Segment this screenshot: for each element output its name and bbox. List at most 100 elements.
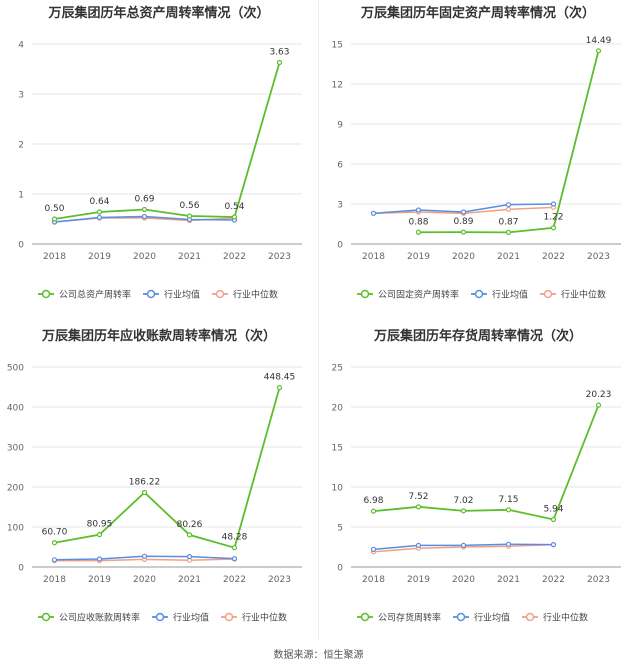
x-tick-label: 2020 — [452, 575, 475, 585]
chart-panel-inventory-turnover: 万辰集团历年存货周转率情况（次） 0 5 10 15 20 25 2018 2019 2020 2… — [319, 323, 637, 641]
data-point-avg — [460, 209, 467, 215]
x-tick-label: 2021 — [178, 252, 201, 262]
y-tick-label: 15 — [332, 41, 343, 51]
chart-svg: 0 100 200 300 400 500 2018 2019 2020 2021 2022 2023… — [7, 364, 302, 624]
data-point-company — [595, 402, 602, 408]
data-label: 186.22 — [129, 478, 161, 488]
data-point-avg — [550, 542, 557, 548]
x-tick-label: 2018 — [43, 575, 66, 585]
y-tick-label: 500 — [7, 364, 24, 374]
data-point-company — [370, 508, 377, 514]
x-tick-label: 2023 — [587, 575, 610, 585]
data-label: 48.28 — [222, 533, 248, 543]
data-point-company — [550, 225, 557, 231]
data-point-company — [186, 213, 193, 219]
legend-swatch-marker — [456, 612, 466, 622]
legend-swatch-marker — [360, 612, 370, 622]
y-tick-label: 200 — [7, 484, 24, 494]
x-tick-label: 2022 — [223, 252, 246, 262]
y-tick-label: 3 — [18, 91, 24, 101]
legend-swatch-marker — [215, 289, 225, 299]
x-tick-label: 2019 — [407, 252, 430, 262]
chart-title: 万辰集团历年固定资产周转率情况（次） — [360, 6, 595, 21]
legend-label-company: 公司应收账款周转率 — [59, 612, 140, 624]
data-label: 80.26 — [177, 520, 203, 530]
data-label: 7.02 — [453, 496, 473, 506]
data-label: 0.89 — [453, 217, 473, 227]
x-tick-label: 2020 — [133, 575, 156, 585]
data-label: 7.15 — [498, 495, 518, 505]
data-point-avg — [370, 546, 377, 552]
legend-swatch-marker — [41, 289, 51, 299]
legend-label-avg: 行业均值 — [173, 612, 209, 624]
y-tick-label: 0 — [337, 564, 343, 574]
data-point-avg — [415, 207, 422, 213]
y-tick-label: 9 — [337, 121, 343, 131]
x-tick-label: 2019 — [88, 575, 111, 585]
y-tick-label: 6 — [337, 161, 343, 171]
data-label: 448.45 — [264, 373, 296, 383]
x-tick-label: 2020 — [133, 252, 156, 262]
x-tick-label: 2018 — [43, 252, 66, 262]
y-tick-label: 100 — [7, 524, 24, 534]
chart-svg: 0 1 2 3 4 2018 2019 2020 2021 2022 2023 0.50 0.64 0.6… — [18, 41, 302, 301]
y-tick-label: 0 — [337, 241, 343, 251]
data-label: 0.87 — [498, 217, 518, 227]
data-label: 0.56 — [179, 201, 199, 211]
legend-swatch-marker — [474, 289, 484, 299]
y-tick-label: 1 — [18, 191, 24, 201]
x-tick-label: 2022 — [542, 252, 565, 262]
data-point-company — [460, 508, 467, 514]
series-line-company — [54, 62, 281, 220]
legend-label-median: 行业中位数 — [543, 612, 588, 624]
data-point-company — [595, 48, 602, 54]
series-line-company — [54, 387, 281, 549]
data-label: 20.23 — [586, 390, 612, 400]
data-point-avg — [505, 202, 512, 208]
data-point-avg — [550, 201, 557, 207]
data-point-company — [415, 229, 422, 235]
x-tick-label: 2018 — [362, 252, 385, 262]
data-label: 7.52 — [408, 492, 428, 502]
data-label: 5.94 — [543, 504, 563, 514]
data-point-avg — [415, 542, 422, 548]
data-label: 6.98 — [363, 496, 383, 506]
data-point-avg — [460, 542, 467, 548]
data-point-avg — [141, 553, 148, 559]
data-point-company — [51, 216, 58, 222]
x-tick-label: 2021 — [178, 575, 201, 585]
x-tick-label: 2019 — [407, 575, 430, 585]
y-tick-label: 5 — [337, 524, 343, 534]
chart-title: 万辰集团历年总资产周转率情况（次） — [48, 6, 270, 21]
data-label: 14.49 — [586, 36, 612, 46]
chart-panel-total-asset-turnover: 万辰集团历年总资产周转率情况（次） 0 1 2 3 4 2018 2019 2020 2021 2… — [0, 0, 318, 318]
y-tick-label: 400 — [7, 404, 24, 414]
panel-divider — [318, 0, 319, 640]
legend-label-avg: 行业均值 — [164, 289, 200, 301]
legend-swatch-marker — [543, 289, 553, 299]
data-point-company — [231, 545, 238, 551]
data-point-avg — [96, 214, 103, 221]
legend-label-company: 公司总资产周转率 — [59, 289, 131, 301]
x-tick-label: 2020 — [452, 252, 475, 262]
data-point-company — [550, 516, 557, 523]
data-point-avg — [51, 557, 58, 563]
x-tick-label: 2019 — [88, 252, 111, 262]
data-point-company — [51, 540, 58, 546]
data-label: 0.54 — [224, 202, 244, 212]
legend-swatch-marker — [155, 612, 165, 622]
data-point-median — [505, 206, 512, 212]
data-point-avg — [505, 541, 512, 547]
data-point-avg — [186, 554, 193, 560]
data-point-avg — [141, 213, 148, 220]
chart-panel-receivables-turnover: 万辰集团历年应收账款周转率情况（次） 0 100 200 300 400 500 2018 2… — [0, 323, 318, 641]
data-point-company — [505, 507, 512, 513]
y-tick-label: 4 — [18, 41, 24, 51]
data-label: 0.88 — [408, 217, 428, 227]
data-label: 3.63 — [269, 48, 289, 58]
legend-label-avg: 行业均值 — [492, 289, 528, 301]
chart-title: 万辰集团历年应收账款周转率情况（次） — [41, 329, 276, 344]
y-tick-label: 0 — [18, 241, 24, 251]
series-line-company — [373, 404, 600, 521]
